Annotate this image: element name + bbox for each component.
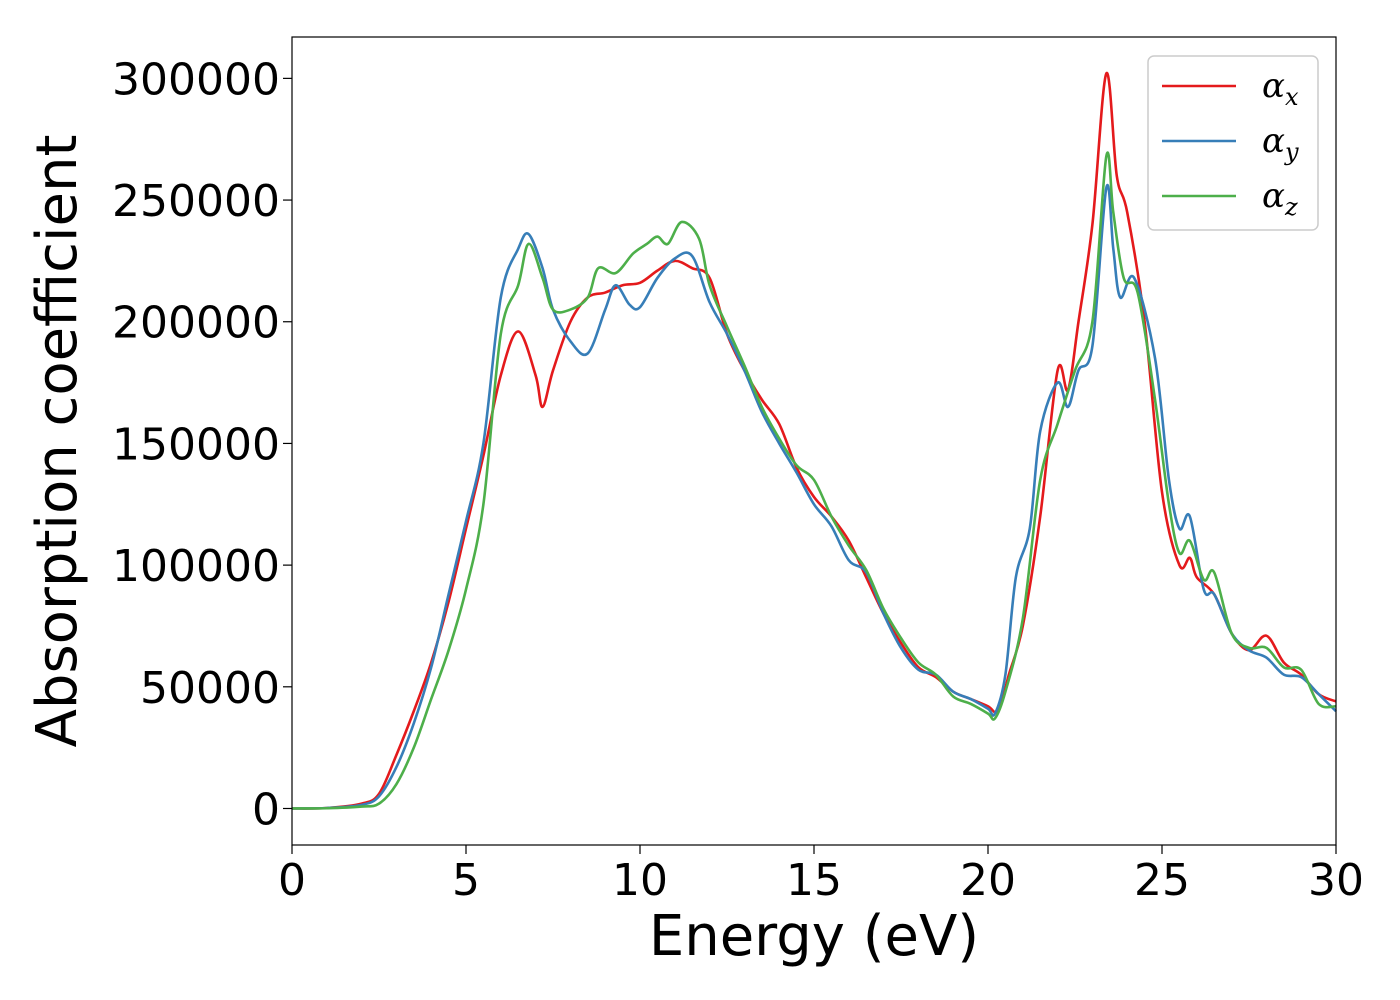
x-tick-label: 20	[960, 855, 1016, 906]
x-tick-label: 5	[452, 855, 480, 906]
x-axis-title: Energy (eV)	[649, 904, 979, 969]
legend-label-x: αx	[1262, 66, 1299, 111]
y-tick-label: 100000	[112, 541, 280, 592]
y-tick-label: 150000	[112, 419, 280, 470]
y-tick-label: 0	[252, 784, 280, 835]
ticks-layer: 0 5 10 15 20 25 30 0 50000 100000 150000 200000 2500…	[112, 54, 1364, 906]
legend-label-y: αy	[1262, 121, 1299, 166]
x-tick-label: 25	[1134, 855, 1190, 906]
series-line-z	[291, 151, 1337, 810]
x-tick-label: 0	[278, 855, 306, 906]
x-tick-label: 10	[612, 855, 668, 906]
legend-box	[1147, 55, 1319, 231]
y-tick-label: 300000	[112, 54, 280, 105]
y-tick-label: 250000	[112, 176, 280, 227]
y-axis-title: Absorption coefficient	[25, 135, 90, 748]
x-tick-label: 15	[786, 855, 842, 906]
legend: αx αy αz	[1147, 55, 1319, 231]
series-layer	[291, 72, 1337, 810]
x-tick-label: 30	[1308, 855, 1364, 906]
y-tick-label: 50000	[140, 663, 280, 714]
y-tick-label: 200000	[112, 298, 280, 349]
legend-label-z: αz	[1262, 176, 1298, 221]
